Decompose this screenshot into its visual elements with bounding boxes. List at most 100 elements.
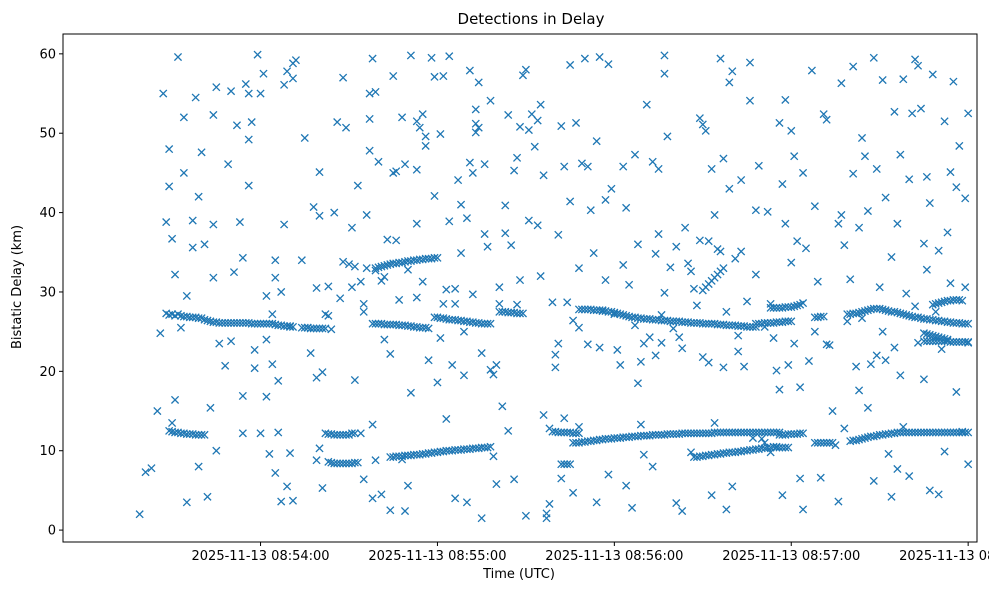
data-point xyxy=(333,459,342,468)
data-point xyxy=(433,253,442,262)
data-point xyxy=(633,379,642,388)
data-point xyxy=(707,164,716,173)
data-point xyxy=(663,429,672,439)
data-point xyxy=(424,356,433,365)
data-point xyxy=(359,307,368,316)
data-point xyxy=(459,327,469,336)
data-point xyxy=(486,365,495,374)
data-point xyxy=(816,312,825,321)
data-point xyxy=(943,335,952,344)
data-point xyxy=(852,436,861,445)
data-point xyxy=(194,462,203,471)
data-point xyxy=(577,305,586,314)
data-point xyxy=(902,428,911,437)
data-point xyxy=(492,479,501,489)
data-point xyxy=(654,229,663,239)
data-point xyxy=(483,319,492,328)
data-point xyxy=(347,283,357,292)
data-point xyxy=(566,60,575,70)
data-point xyxy=(843,317,852,326)
data-point xyxy=(386,320,395,329)
data-point xyxy=(480,160,489,169)
data-point xyxy=(916,428,926,437)
data-point xyxy=(734,428,743,437)
data-point xyxy=(480,229,489,239)
data-point xyxy=(813,277,822,286)
data-point xyxy=(872,164,881,173)
data-point xyxy=(386,349,395,358)
data-point xyxy=(943,428,952,437)
data-point xyxy=(456,249,466,258)
data-point xyxy=(745,322,755,331)
data-point xyxy=(860,433,870,443)
data-point xyxy=(928,428,937,437)
data-point xyxy=(955,337,964,347)
data-point xyxy=(639,314,648,324)
data-point xyxy=(551,363,560,372)
data-point xyxy=(681,429,690,438)
data-point xyxy=(639,431,648,440)
data-point xyxy=(857,133,867,143)
data-point xyxy=(392,236,401,245)
data-point xyxy=(439,72,448,81)
data-point xyxy=(855,308,864,317)
data-point xyxy=(716,247,725,256)
data-point xyxy=(560,162,569,171)
data-point xyxy=(504,426,513,435)
data-point xyxy=(601,195,610,204)
data-point xyxy=(212,446,221,455)
data-point xyxy=(958,337,967,347)
data-point xyxy=(713,320,722,329)
data-point xyxy=(710,210,719,220)
data-point xyxy=(798,299,808,308)
data-point xyxy=(415,123,424,132)
data-point xyxy=(395,321,404,330)
data-point xyxy=(285,322,295,331)
data-point xyxy=(704,358,713,367)
data-point xyxy=(454,175,463,185)
data-point xyxy=(922,172,931,181)
data-point xyxy=(855,223,864,232)
data-point xyxy=(421,132,430,141)
data-point xyxy=(737,428,746,437)
data-point xyxy=(512,309,522,318)
data-point xyxy=(560,428,569,437)
data-point xyxy=(716,428,725,437)
data-point xyxy=(819,312,828,321)
data-point xyxy=(244,89,253,98)
data-point xyxy=(188,216,197,225)
data-point xyxy=(648,462,657,471)
data-point xyxy=(922,428,931,437)
data-point xyxy=(787,126,796,135)
data-point xyxy=(191,430,200,439)
data-point xyxy=(353,458,362,467)
data-point xyxy=(380,335,389,344)
data-point xyxy=(288,74,298,83)
data-point xyxy=(961,194,970,203)
data-point xyxy=(651,351,660,360)
data-point xyxy=(757,428,766,437)
data-point xyxy=(790,152,799,161)
data-point xyxy=(300,133,309,143)
data-point xyxy=(899,428,908,437)
data-point xyxy=(793,301,802,310)
data-point xyxy=(949,428,958,437)
data-point xyxy=(403,481,413,490)
data-point xyxy=(436,333,445,343)
data-point xyxy=(580,54,589,63)
data-point xyxy=(226,318,236,327)
data-point xyxy=(952,183,961,192)
data-point xyxy=(943,228,952,237)
data-point xyxy=(256,89,265,98)
data-point xyxy=(952,337,961,347)
data-point xyxy=(837,79,846,88)
data-point xyxy=(262,392,271,401)
data-point xyxy=(636,357,645,366)
data-point xyxy=(922,329,931,339)
data-point xyxy=(215,339,224,348)
data-point xyxy=(542,514,551,523)
data-point xyxy=(961,283,970,292)
data-point xyxy=(297,256,306,265)
data-point xyxy=(554,230,563,239)
data-point xyxy=(955,428,964,437)
